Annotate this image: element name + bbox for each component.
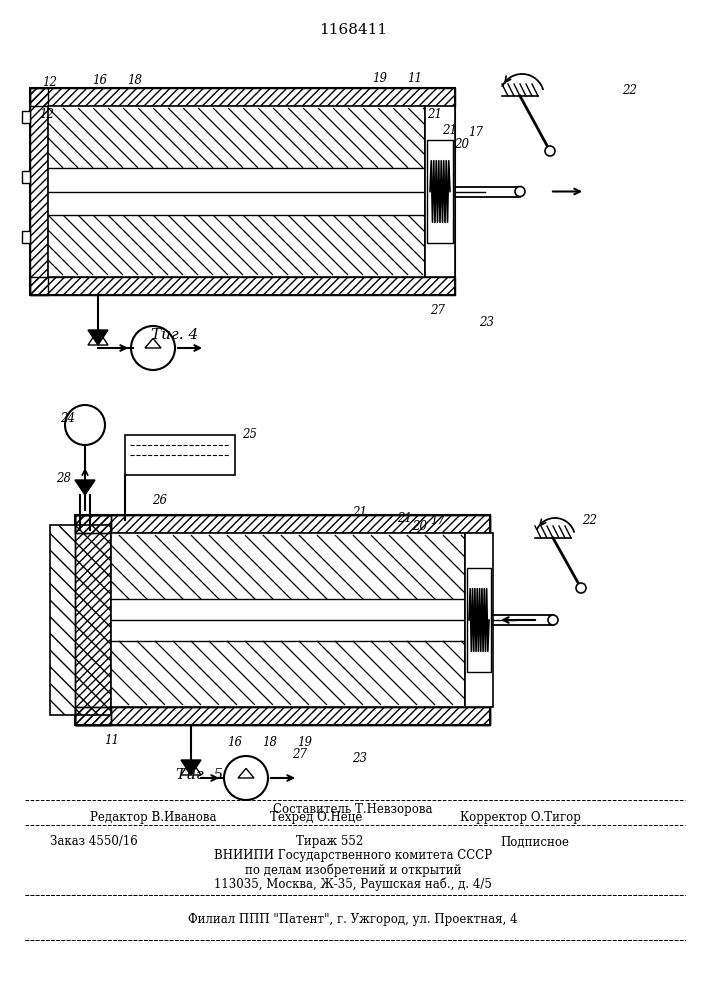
Bar	[30, 88, 48, 295]
Text: 21: 21	[353, 506, 368, 520]
Bar	[111, 533, 465, 707]
Bar	[30, 277, 455, 295]
Text: 1168411: 1168411	[319, 23, 387, 37]
Text: по делам изобретений и открытий: по делам изобретений и открытий	[245, 863, 461, 877]
Text: 113035, Москва, Ж-35, Раушская наб., д. 4/5: 113035, Москва, Ж-35, Раушская наб., д. …	[214, 877, 492, 891]
Bar	[30, 88, 455, 106]
Text: Филиал ППП "Патент", г. Ужгород, ул. Проектная, 4: Филиал ППП "Патент", г. Ужгород, ул. Про…	[188, 914, 518, 926]
Bar	[22, 111, 30, 123]
Text: 22: 22	[583, 514, 597, 526]
Text: 11: 11	[105, 734, 119, 746]
Polygon shape	[75, 480, 95, 495]
Circle shape	[548, 615, 558, 625]
Bar	[50, 525, 111, 715]
Text: Τиг. 5: Τиг. 5	[176, 768, 223, 782]
Text: Корректор О.Тигор: Корректор О.Тигор	[460, 812, 581, 824]
Text: 20: 20	[412, 520, 428, 534]
Bar	[75, 515, 490, 533]
Circle shape	[576, 583, 586, 593]
Text: 19: 19	[373, 72, 387, 85]
Circle shape	[545, 146, 555, 156]
Polygon shape	[181, 760, 201, 775]
Polygon shape	[88, 330, 108, 345]
Text: 26: 26	[153, 493, 168, 506]
Bar	[125, 435, 235, 475]
Text: 16: 16	[228, 736, 243, 748]
Text: 23: 23	[353, 752, 368, 764]
Bar	[22, 171, 30, 183]
Text: Подписное: Подписное	[500, 836, 569, 848]
Text: Составитель Т.Невзорова: Составитель Т.Невзорова	[273, 804, 433, 816]
Text: 12: 12	[40, 108, 54, 121]
Text: 17: 17	[469, 125, 484, 138]
Text: 17: 17	[431, 514, 445, 526]
Bar	[30, 88, 455, 295]
Text: Заказ 4550/16: Заказ 4550/16	[50, 836, 138, 848]
Text: Техред О.Неце: Техред О.Неце	[270, 812, 363, 824]
Bar	[22, 231, 30, 243]
Bar	[30, 88, 455, 106]
Bar	[30, 88, 48, 295]
Text: 21: 21	[428, 108, 443, 121]
Bar	[30, 277, 455, 295]
Text: 21: 21	[397, 512, 412, 524]
Text: 25: 25	[243, 428, 257, 442]
Bar	[465, 533, 493, 707]
Bar	[50, 525, 111, 715]
Text: 22: 22	[622, 84, 638, 97]
Bar	[467, 568, 491, 672]
Text: 12: 12	[42, 76, 57, 89]
Text: Τиг. 4: Τиг. 4	[151, 328, 199, 342]
Text: 27: 27	[431, 304, 445, 316]
Text: 16: 16	[93, 74, 107, 87]
Text: Редактор В.Иванова: Редактор В.Иванова	[90, 812, 216, 824]
Bar	[48, 106, 425, 277]
Text: 18: 18	[262, 736, 278, 748]
Text: 11: 11	[407, 72, 423, 85]
Bar	[75, 515, 490, 533]
Text: 28: 28	[57, 472, 71, 485]
Text: 18: 18	[127, 74, 143, 87]
Text: 21: 21	[443, 123, 457, 136]
Bar	[427, 140, 453, 243]
Text: 27: 27	[293, 748, 308, 762]
Bar	[75, 515, 111, 725]
Bar	[75, 707, 490, 725]
Circle shape	[515, 186, 525, 196]
Text: 23: 23	[479, 316, 494, 330]
Bar	[75, 515, 490, 725]
Text: 20: 20	[455, 138, 469, 151]
Bar	[75, 515, 111, 725]
Bar	[425, 106, 455, 277]
Text: Тираж 552: Тираж 552	[296, 836, 363, 848]
Bar	[75, 707, 490, 725]
Text: ВНИИПИ Государственного комитета СССР: ВНИИПИ Государственного комитета СССР	[214, 850, 492, 862]
Text: 19: 19	[298, 736, 312, 748]
Text: 24: 24	[61, 412, 76, 424]
